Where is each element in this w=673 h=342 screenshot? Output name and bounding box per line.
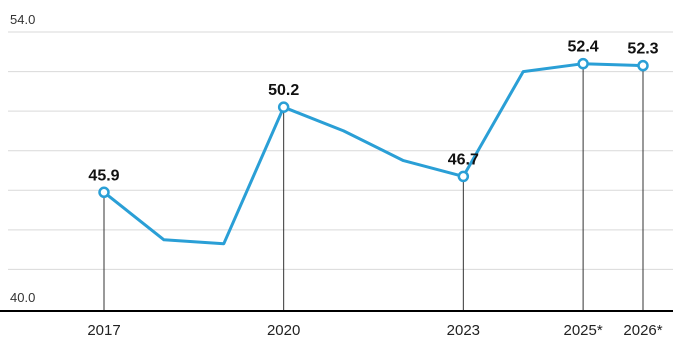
data-label: 52.4: [568, 39, 599, 56]
x-tick-label: 2025*: [564, 322, 603, 339]
x-tick-labels: 2017 2020 2023 2025* 2026*: [87, 322, 662, 339]
x-tick-label: 2023: [447, 322, 480, 339]
grid-lines: [8, 32, 673, 269]
data-point-marker: [579, 59, 588, 68]
data-label: 45.9: [88, 167, 119, 184]
data-markers: [100, 59, 648, 197]
data-point-marker: [639, 61, 648, 70]
y-tick-labels: 54.0 40.0: [10, 12, 35, 305]
data-point-marker: [459, 172, 468, 181]
data-point-marker: [279, 103, 288, 112]
y-tick-label-max: 54.0: [10, 12, 35, 27]
data-point-marker: [100, 188, 109, 197]
x-tick-label: 2020: [267, 322, 300, 339]
series-line: [104, 64, 643, 244]
x-tick-label: 2017: [87, 322, 120, 339]
data-label: 50.2: [268, 82, 299, 99]
x-tick-label: 2026*: [623, 322, 662, 339]
y-tick-label-min: 40.0: [10, 290, 35, 305]
data-label: 46.7: [448, 151, 479, 168]
data-label: 52.3: [627, 41, 658, 58]
drop-lines: [104, 64, 643, 311]
